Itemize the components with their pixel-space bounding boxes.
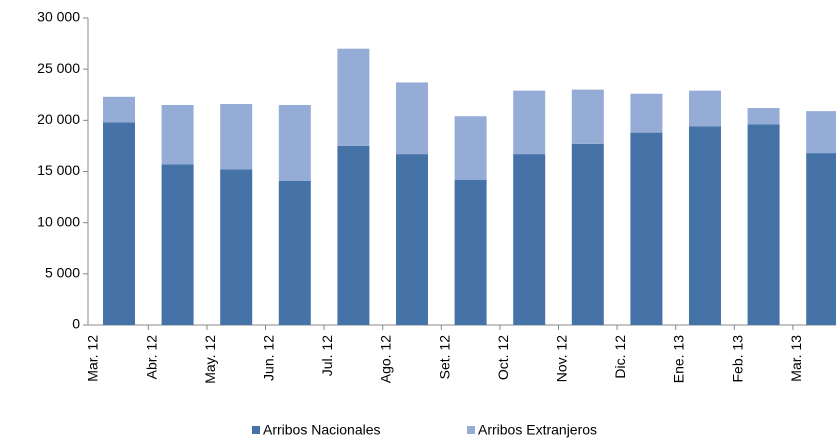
bar-segment (630, 132, 663, 325)
y-tick-label: 5 000 (45, 265, 80, 281)
x-tick-label: Mar. 12 (85, 335, 101, 382)
y-tick-label: 15 000 (37, 162, 80, 178)
y-tick-label: 20 000 (37, 111, 80, 127)
x-tick-label: Jun. 12 (261, 335, 277, 381)
bar-segment (571, 143, 604, 325)
bar-segment (513, 90, 546, 155)
bar-segment (103, 122, 135, 325)
bar-segment (513, 154, 546, 325)
bar-segment (161, 104, 194, 165)
bar-segment (278, 104, 311, 181)
x-tick-label: Ago. 12 (378, 335, 394, 383)
bar-segment (747, 124, 780, 325)
x-tick-label: Ene. 13 (671, 335, 687, 383)
y-tick-label: 0 (72, 316, 80, 332)
x-tick-label: Abr. 12 (143, 335, 159, 380)
bar-segment (220, 169, 253, 325)
bar-segment (689, 126, 721, 326)
bar-segment (396, 154, 428, 325)
bar-segment (806, 111, 836, 154)
bar-segment (630, 93, 663, 133)
bar-segment (689, 90, 721, 127)
y-tick-label: 30 000 (37, 9, 80, 25)
x-tick-label: Jul. 12 (319, 335, 335, 376)
bar-segment (220, 103, 253, 170)
legend-label: Arribos Extranjeros (478, 422, 597, 438)
legend-swatch (467, 426, 475, 434)
bar-segment (337, 48, 370, 146)
bar-segment (454, 116, 487, 180)
bar-segment (337, 145, 370, 325)
bar-segment (571, 89, 604, 144)
bar-segment (747, 108, 780, 125)
x-tick-label: Nov. 12 (554, 335, 570, 382)
bar-segment (278, 180, 311, 325)
x-tick-label: May. 12 (202, 335, 218, 384)
y-tick-label: 10 000 (37, 213, 80, 229)
legend-label: Arribos Nacionales (263, 422, 381, 438)
x-tick-label: Oct. 12 (495, 335, 511, 380)
bar-segment (103, 96, 135, 123)
x-tick-label: Dic. 12 (612, 335, 628, 379)
bar-segment (806, 153, 836, 325)
x-tick-label: Feb. 13 (729, 335, 745, 383)
x-tick-label: Set. 12 (436, 335, 452, 380)
bar-segment (161, 164, 194, 325)
bar-segment (396, 82, 428, 155)
legend-swatch (252, 426, 260, 434)
y-tick-label: 25 000 (37, 60, 80, 76)
x-tick-label: Mar. 13 (788, 335, 804, 382)
bar-segment (454, 179, 487, 325)
